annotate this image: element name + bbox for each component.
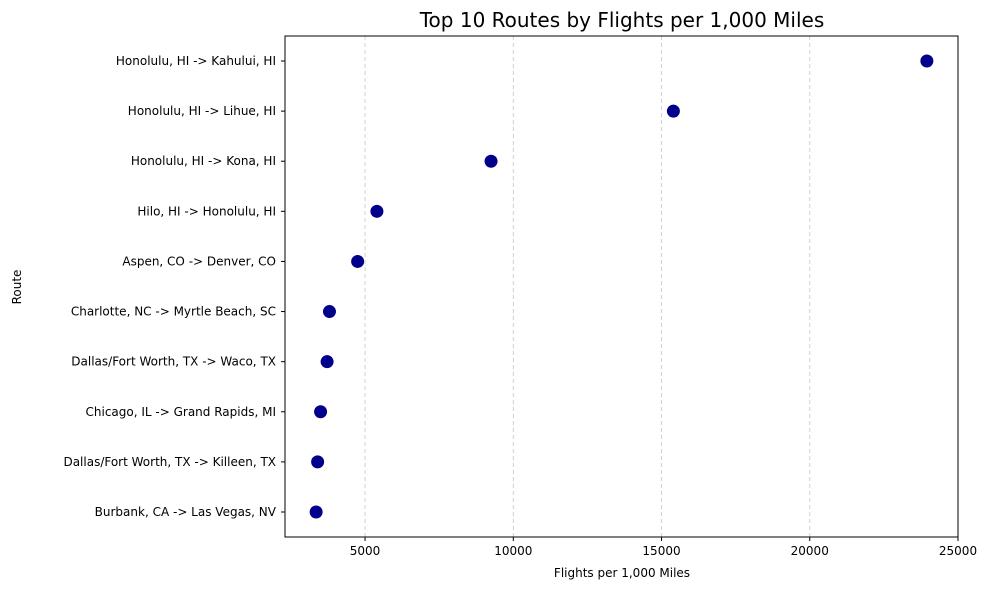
data-point xyxy=(484,154,498,168)
x-tick-label: 10000 xyxy=(494,544,532,558)
x-tick-label: 15000 xyxy=(642,544,680,558)
data-point xyxy=(666,104,680,118)
plot-area-frame xyxy=(284,35,959,538)
y-tick-label: Burbank, CA -> Las Vegas, NV xyxy=(95,505,277,519)
data-point xyxy=(322,305,336,319)
x-tick-label: 20000 xyxy=(791,544,829,558)
data-point xyxy=(370,204,384,218)
y-tick-label: Dallas/Fort Worth, TX -> Killeen, TX xyxy=(63,455,276,469)
y-axis-label: Route xyxy=(10,270,24,305)
chart-title: Top 10 Routes by Flights per 1,000 Miles xyxy=(419,8,825,32)
y-tick-label: Hilo, HI -> Honolulu, HI xyxy=(137,204,276,218)
y-tick-label: Dallas/Fort Worth, TX -> Waco, TX xyxy=(71,355,276,369)
data-point xyxy=(320,355,334,369)
x-axis-ticks: 5000 10000 15000 20000 25000 xyxy=(350,537,977,558)
y-tick-label: Honolulu, HI -> Kahului, HI xyxy=(116,54,276,68)
x-tick-label: 5000 xyxy=(350,544,381,558)
data-point xyxy=(314,405,328,419)
y-tick-label: Honolulu, HI -> Lihue, HI xyxy=(128,104,276,118)
y-tick-label: Chicago, IL -> Grand Rapids, MI xyxy=(86,405,277,419)
data-point xyxy=(311,455,325,469)
y-tick-label: Honolulu, HI -> Kona, HI xyxy=(131,154,276,168)
x-axis-label: Flights per 1,000 Miles xyxy=(554,566,690,580)
y-tick-label: Aspen, CO -> Denver, CO xyxy=(122,254,276,268)
data-points xyxy=(309,54,934,519)
x-tick-label: 25000 xyxy=(939,544,977,558)
y-axis-ticks: Honolulu, HI -> Kahului, HI Honolulu, HI … xyxy=(63,54,285,519)
data-point xyxy=(351,254,365,268)
data-point xyxy=(309,505,323,519)
data-point xyxy=(920,54,934,68)
y-tick-label: Charlotte, NC -> Myrtle Beach, SC xyxy=(71,305,276,319)
grid-lines xyxy=(364,36,959,537)
